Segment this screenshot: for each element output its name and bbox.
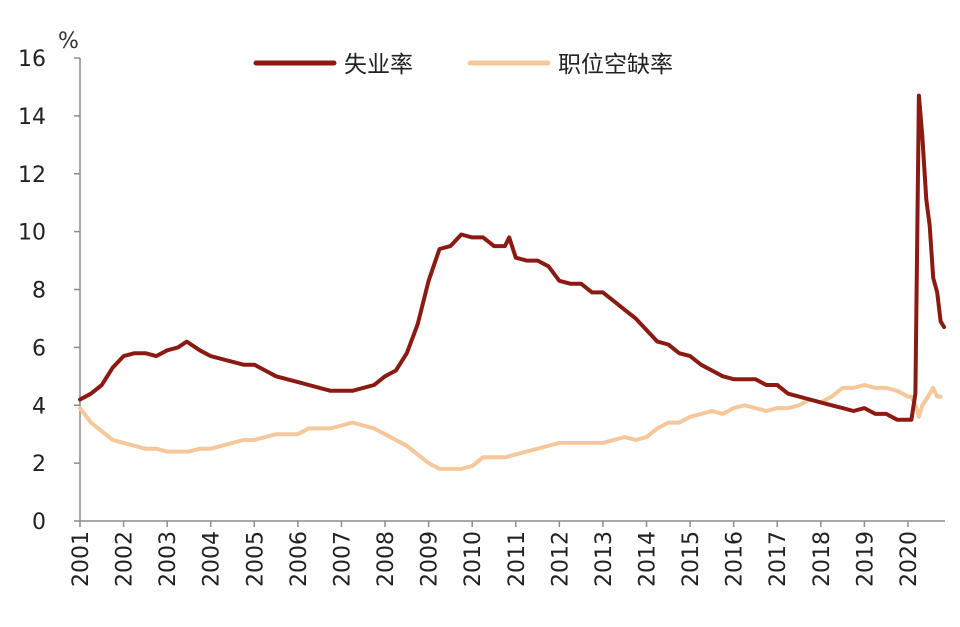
- x-tick-label: 2003: [156, 531, 181, 587]
- x-tick-label: 2001: [69, 531, 94, 587]
- legend: 失业率 职位空缺率: [253, 52, 673, 78]
- y-tick-label: 12: [18, 163, 46, 188]
- y-tick-label: 8: [32, 279, 46, 304]
- y-tick-label: 2: [32, 452, 46, 477]
- x-tick-label: 2008: [374, 531, 399, 587]
- x-tick-label: 2015: [679, 531, 704, 587]
- y-tick-label: 14: [18, 105, 46, 130]
- legend-label-unemployment: 失业率: [344, 52, 413, 78]
- x-tick-label: 2020: [897, 531, 922, 587]
- x-tick-label: 2010: [461, 531, 486, 587]
- x-tick-label: 2002: [113, 531, 138, 587]
- x-tick-label: 2006: [287, 531, 312, 587]
- y-axis-unit: %: [58, 29, 79, 54]
- x-tick-label: 2018: [810, 531, 835, 587]
- x-tick-labels: 2001 2002 2003 2004 2005 2006 2007 2008 2009 2010…: [69, 521, 922, 587]
- x-tick-label: 2012: [548, 531, 573, 587]
- x-tick-label: 2009: [418, 531, 443, 587]
- legend-label-vacancy: 职位空缺率: [558, 52, 673, 78]
- unemployment-rate-line: [78, 93, 947, 422]
- job-vacancy-rate-line: [78, 383, 943, 471]
- x-tick-label: 2019: [853, 531, 878, 587]
- x-tick-label: 2005: [243, 531, 268, 587]
- series-layer: [78, 93, 947, 471]
- x-tick-label: 2014: [635, 531, 660, 587]
- y-tick-label: 4: [32, 394, 46, 419]
- y-tick-label: 10: [18, 221, 46, 246]
- y-tick-label: 16: [18, 47, 46, 72]
- y-tick-label: 6: [32, 336, 46, 361]
- x-tick-label: 2017: [766, 531, 791, 587]
- y-tick-label: 0: [32, 510, 46, 535]
- x-tick-label: 2011: [505, 531, 530, 587]
- y-tick-labels: 0 2 4 6 8 10 12 14 16: [18, 47, 80, 535]
- x-tick-label: 2016: [723, 531, 748, 587]
- x-tick-label: 2004: [200, 531, 225, 587]
- x-tick-label: 2007: [330, 531, 355, 587]
- x-tick-label: 2013: [592, 531, 617, 587]
